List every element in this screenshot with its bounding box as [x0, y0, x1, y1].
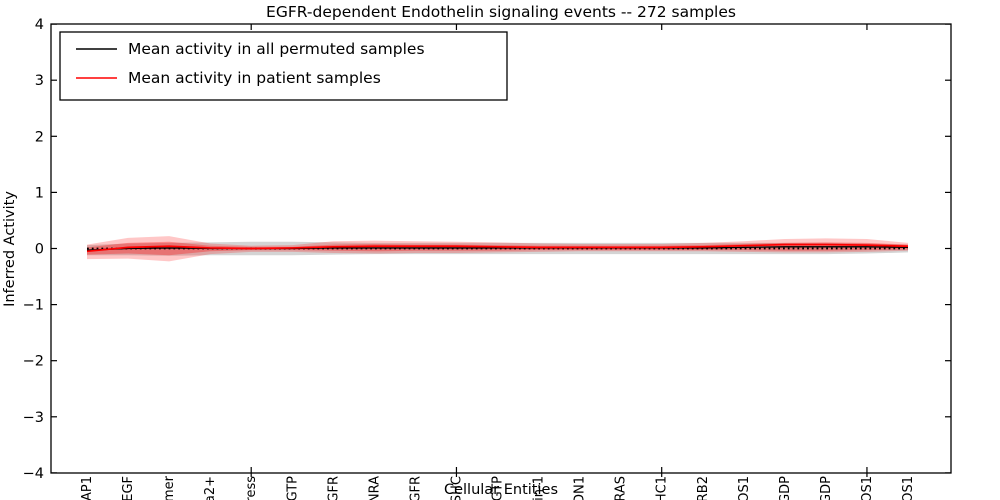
- x-category-label: EGF/EGFR dimer: [162, 475, 177, 500]
- x-category-label: EDN1: [573, 476, 588, 500]
- y-tick-label: 4: [35, 17, 44, 33]
- legend-patient-label: Mean activity in patient samples: [128, 69, 381, 87]
- x-category-label: EGF: [121, 476, 136, 500]
- x-category-label: EGF/EGFR dimer/SHC/GRB2/SOS1: [860, 476, 875, 500]
- x-category-label: ETA receptor/Endothelin-1: [532, 476, 547, 500]
- x-category-label: HRAS/GTP: [491, 476, 506, 500]
- x-category-label: mol:GTP: [285, 476, 300, 500]
- x-category-label: SOS1: [737, 476, 752, 500]
- y-axis-label: Inferred Activity: [2, 191, 18, 307]
- legend-permuted-label: Mean activity in all permuted samples: [128, 40, 425, 58]
- x-category-label: GRB2: [696, 476, 711, 500]
- x-category-label: HRAS/GDP: [778, 476, 793, 500]
- plot-area: 4 3 2 1 0 −1 −2 −3 −4 FRAP1 EGF EGF/EGFR dimer mol:C…: [23, 17, 951, 500]
- y-tick-label: −2: [23, 354, 44, 370]
- x-category-label: EGFR: [408, 476, 423, 500]
- x-category-label: mol:GDP: [819, 476, 834, 500]
- x-category-label: GRB2/SOS1: [901, 476, 916, 500]
- y-tick-label: −3: [23, 410, 44, 426]
- y-tick-label: 1: [35, 185, 44, 201]
- legend: Mean activity in all permuted samples Me…: [59, 31, 508, 101]
- y-tick-label: −4: [23, 466, 44, 482]
- x-category-label: SHC1: [655, 476, 670, 500]
- x-category-label: EGF/EGFR dimer/SHC: [449, 476, 464, 500]
- y-tick-label: 2: [35, 129, 44, 145]
- patient-mean-line: [86, 243, 909, 253]
- chart-title: EGFR-dependent Endothelin signaling even…: [266, 3, 736, 21]
- y-tick-label: −1: [23, 298, 44, 314]
- x-category-label: FRAP1: [80, 476, 95, 500]
- x-category-label: HRAS: [614, 476, 629, 500]
- legend-box: [59, 31, 508, 101]
- band-patient-samples-spread-outer: [87, 236, 908, 262]
- plot-border: [50, 23, 952, 474]
- band-permuted-samples-spread: [87, 241, 908, 256]
- y-tick-label: 3: [35, 73, 44, 89]
- x-category-label: EDNRA: [367, 476, 382, 500]
- x-category-label: EGF/EGFR: [326, 476, 341, 500]
- x-category-label: mol:Ca2+: [203, 476, 218, 500]
- y-tick-label: 0: [35, 242, 44, 258]
- x-category-label: response to oxidative stress: [244, 476, 259, 500]
- x-axis-label: Cellular Entities: [444, 482, 558, 498]
